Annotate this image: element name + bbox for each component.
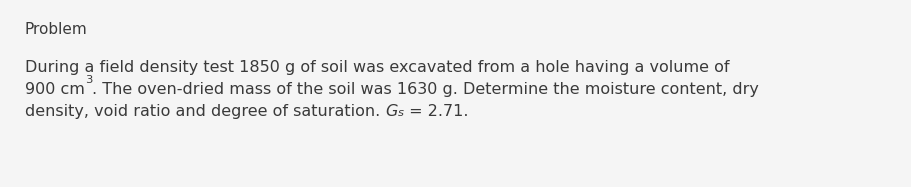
Text: During a field density test 1850 g of soil was excavated from a hole having a vo: During a field density test 1850 g of so…	[25, 60, 730, 75]
Text: = 2.71.: = 2.71.	[404, 104, 468, 119]
Text: density, void ratio and degree of saturation.: density, void ratio and degree of satura…	[25, 104, 385, 119]
Text: G: G	[385, 104, 398, 119]
Text: . The oven-dried mass of the soil was 1630 g. Determine the moisture content, dr: . The oven-dried mass of the soil was 16…	[92, 82, 759, 97]
Text: s: s	[398, 108, 404, 118]
Text: 900 cm: 900 cm	[25, 82, 85, 97]
Text: 3: 3	[85, 75, 92, 85]
Text: Problem: Problem	[25, 22, 87, 37]
